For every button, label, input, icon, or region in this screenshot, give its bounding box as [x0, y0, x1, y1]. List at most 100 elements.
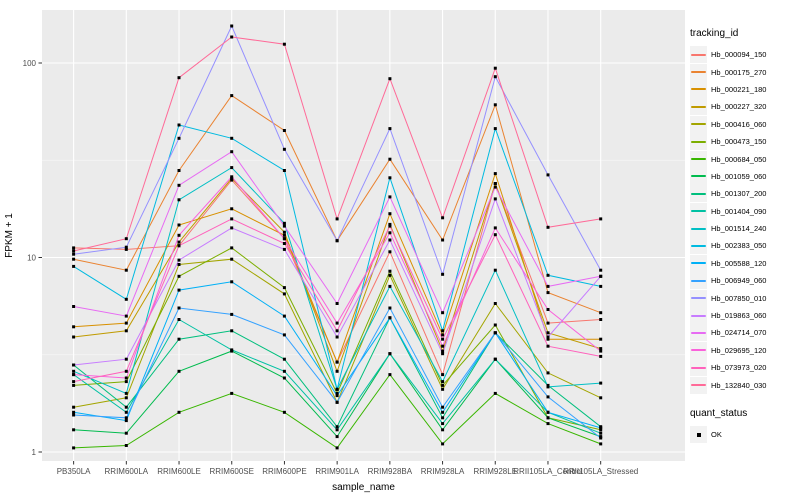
data-point [72, 335, 76, 339]
data-point [335, 302, 339, 305]
data-point [546, 371, 550, 375]
data-point [493, 185, 497, 189]
data-point [124, 391, 128, 395]
data-point [282, 230, 286, 234]
black-square-marker-icon [690, 426, 707, 443]
data-point [493, 357, 497, 361]
data-point [441, 387, 445, 391]
data-point [546, 422, 550, 426]
data-point [441, 380, 445, 384]
data-point [230, 136, 234, 140]
legend-color-swatch [691, 105, 706, 108]
data-point [72, 305, 76, 308]
data-point [72, 410, 76, 414]
data-point [388, 157, 392, 161]
legend-key-line-icon [690, 237, 707, 255]
data-point [72, 249, 76, 253]
data-point [177, 169, 181, 172]
data-point [546, 308, 550, 311]
legend-color-swatch [691, 227, 706, 230]
legend-label: Hb_073973_020 [711, 363, 767, 373]
data-point [72, 369, 76, 373]
data-point [335, 387, 339, 391]
data-point [493, 75, 497, 79]
x-tick-label: RRIM928LE [473, 467, 517, 476]
data-point [72, 446, 76, 450]
legend-item-Hb_001307_200: Hb_001307_200 [690, 185, 798, 203]
data-point [441, 352, 445, 356]
data-point [230, 391, 234, 395]
data-point [493, 103, 497, 107]
data-point [177, 410, 181, 414]
legend-item-Hb_132840_030: Hb_132840_030 [690, 376, 798, 394]
data-point [493, 197, 497, 201]
data-point [335, 446, 339, 450]
data-point [493, 172, 497, 176]
data-point [282, 333, 286, 337]
data-point [493, 302, 497, 305]
legend-color-swatch [691, 366, 706, 369]
legend: tracking_id Hb_000094_150 Hb_000175_270 Hb… [690, 28, 798, 443]
data-point [493, 331, 497, 335]
data-point [335, 435, 339, 439]
legend-label: Hb_019863_060 [711, 311, 767, 321]
data-point [599, 337, 603, 341]
data-point [72, 383, 76, 387]
data-point [230, 178, 234, 182]
x-axis-title: sample_name [332, 482, 395, 493]
legend-item-Hb_000094_150: Hb_000094_150 [690, 46, 798, 64]
data-point [493, 233, 497, 237]
data-point [282, 147, 286, 151]
data-point [282, 247, 286, 251]
legend-key-line-icon [690, 63, 707, 81]
data-point [177, 258, 181, 262]
data-point [230, 257, 234, 261]
data-point [177, 337, 181, 341]
legend-key-line-icon [690, 341, 707, 359]
data-point [124, 405, 128, 409]
data-point [335, 335, 339, 339]
data-point [546, 395, 550, 399]
data-point [72, 264, 76, 268]
data-point [388, 127, 392, 131]
data-point [546, 284, 550, 288]
data-point [599, 426, 603, 430]
legend-color-swatch [691, 123, 706, 126]
data-point [546, 385, 550, 389]
data-point [124, 245, 128, 249]
data-point [230, 207, 234, 211]
y-axis-title: FPKM + 1 [4, 213, 15, 258]
legend-color-swatch [691, 262, 706, 265]
data-point [546, 337, 550, 341]
data-point [335, 425, 339, 429]
legend-label: Hb_005588_120 [711, 258, 767, 268]
data-point [230, 175, 234, 179]
data-point [441, 216, 445, 220]
data-point [230, 176, 234, 180]
legend-item-Hb_006949_060: Hb_006949_060 [690, 272, 798, 290]
data-point [124, 329, 128, 333]
data-point [124, 380, 128, 384]
data-point [230, 246, 234, 250]
legend-color-swatch [691, 192, 706, 195]
data-point [388, 231, 392, 235]
data-point [335, 428, 339, 432]
data-point [124, 268, 128, 272]
legend-key-line-icon [690, 133, 707, 151]
data-point [124, 444, 128, 447]
data-point [335, 360, 339, 364]
legend-color-swatch [691, 349, 706, 352]
data-point [177, 76, 181, 80]
data-point [335, 217, 339, 221]
data-point [72, 246, 76, 250]
data-point [72, 252, 76, 256]
legend-item-Hb_007850_010: Hb_007850_010 [690, 289, 798, 307]
data-point [493, 127, 497, 131]
legend-label: Hb_000221_180 [711, 84, 767, 94]
data-point [388, 222, 392, 226]
legend-item-Hb_024714_070: Hb_024714_070 [690, 324, 798, 342]
data-point [335, 239, 339, 243]
data-point [72, 380, 76, 384]
data-point [546, 344, 550, 348]
data-point [599, 268, 603, 272]
